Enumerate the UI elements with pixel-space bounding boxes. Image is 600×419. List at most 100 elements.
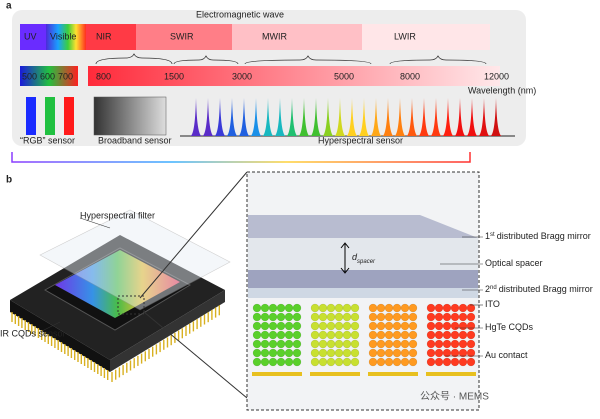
leader bbox=[39, 321, 61, 333]
spectral-peak bbox=[442, 98, 454, 136]
quantum-dot bbox=[310, 339, 320, 349]
panel-label: b bbox=[6, 175, 12, 186]
spectral-peak bbox=[202, 98, 214, 136]
ito-layer bbox=[248, 288, 478, 298]
quantum-dot bbox=[384, 339, 394, 349]
quantum-dot bbox=[408, 321, 418, 331]
quantum-dot bbox=[392, 348, 402, 358]
spectral-peak bbox=[430, 98, 442, 136]
au-contact bbox=[310, 372, 360, 376]
quantum-dot bbox=[326, 348, 336, 358]
wavelength-tick: 600 bbox=[40, 71, 55, 81]
quantum-dot bbox=[442, 303, 452, 313]
quantum-dot bbox=[284, 348, 294, 358]
quantum-dot bbox=[268, 312, 278, 322]
layer-label: 1st distributed Bragg mirror bbox=[485, 231, 591, 241]
layer-label: 2nd distributed Bragg mirror bbox=[485, 284, 593, 294]
quantum-dot bbox=[450, 303, 460, 313]
quantum-dot bbox=[434, 330, 444, 340]
spectral-peak bbox=[298, 98, 310, 136]
band-nir bbox=[86, 24, 136, 50]
quantum-dot bbox=[400, 339, 410, 349]
quantum-dot bbox=[284, 339, 294, 349]
quantum-dot bbox=[268, 339, 278, 349]
quantum-dot bbox=[334, 330, 344, 340]
band-label: SWIR bbox=[170, 31, 194, 41]
quantum-dot bbox=[434, 312, 444, 322]
quantum-dot bbox=[292, 321, 302, 331]
quantum-dot bbox=[318, 303, 328, 313]
quantum-dot bbox=[408, 348, 418, 358]
spectral-peak bbox=[226, 98, 238, 136]
quantum-dot bbox=[408, 312, 418, 322]
spectral-peak bbox=[370, 98, 382, 136]
quantum-dot bbox=[384, 348, 394, 358]
layer-label: Optical spacer bbox=[485, 258, 543, 268]
ordinal-number: 2 bbox=[485, 284, 490, 294]
au-contact bbox=[368, 372, 418, 376]
quantum-dot bbox=[310, 330, 320, 340]
quantum-dot bbox=[268, 348, 278, 358]
band-uv bbox=[20, 24, 46, 50]
quantum-dot bbox=[252, 357, 262, 367]
quantum-dot bbox=[342, 330, 352, 340]
quantum-dot bbox=[368, 303, 378, 313]
broadband-block bbox=[93, 96, 167, 136]
spectral-peak bbox=[466, 98, 478, 136]
band-label: NIR bbox=[96, 31, 112, 41]
quantum-dot bbox=[284, 321, 294, 331]
quantum-dot bbox=[434, 348, 444, 358]
quantum-dot bbox=[318, 330, 328, 340]
ordinal-suffix: nd bbox=[490, 285, 497, 291]
quantum-dot bbox=[368, 348, 378, 358]
band-label: Visible bbox=[50, 31, 76, 41]
quantum-dot bbox=[450, 312, 460, 322]
quantum-dot bbox=[384, 357, 394, 367]
quantum-dot bbox=[252, 348, 262, 358]
quantum-dot bbox=[292, 357, 302, 367]
quantum-dot bbox=[368, 339, 378, 349]
quantum-dot bbox=[284, 330, 294, 340]
quantum-dot bbox=[292, 330, 302, 340]
quantum-dot bbox=[252, 321, 262, 331]
quantum-dot bbox=[466, 330, 476, 340]
quantum-dot bbox=[408, 303, 418, 313]
layer-text: Optical spacer bbox=[485, 258, 543, 268]
spectral-peak bbox=[490, 98, 502, 136]
quantum-dot bbox=[426, 303, 436, 313]
quantum-dot bbox=[284, 357, 294, 367]
rgb-green bbox=[45, 97, 55, 135]
quantum-dot bbox=[376, 303, 386, 313]
quantum-dot bbox=[466, 348, 476, 358]
band-swir bbox=[136, 24, 232, 50]
band-label: LWIR bbox=[394, 31, 416, 41]
quantum-dot bbox=[252, 330, 262, 340]
wavelength-tick: 5000 bbox=[334, 71, 354, 81]
quantum-dot bbox=[276, 339, 286, 349]
spectral-peak bbox=[358, 98, 370, 136]
title: Electromagnetic wave bbox=[196, 9, 284, 19]
quantum-dot bbox=[458, 312, 468, 322]
spectral-peak bbox=[346, 98, 358, 136]
quantum-dot bbox=[392, 312, 402, 322]
quantum-dot bbox=[442, 321, 452, 331]
layer-text: Au contact bbox=[485, 350, 528, 360]
quantum-dot bbox=[408, 357, 418, 367]
quantum-dot bbox=[426, 330, 436, 340]
quantum-dot bbox=[292, 348, 302, 358]
quantum-dot bbox=[326, 357, 336, 367]
quantum-dot bbox=[434, 321, 444, 331]
layer-label: Au contact bbox=[485, 350, 528, 360]
quantum-dot bbox=[400, 330, 410, 340]
quantum-dot bbox=[342, 303, 352, 313]
quantum-dot bbox=[426, 321, 436, 331]
quantum-dot bbox=[326, 339, 336, 349]
spectral-peak bbox=[418, 98, 430, 136]
quantum-dot bbox=[276, 357, 286, 367]
quantum-dot bbox=[392, 321, 402, 331]
quantum-dot bbox=[342, 357, 352, 367]
quantum-dot bbox=[384, 330, 394, 340]
quantum-dot bbox=[376, 321, 386, 331]
quantum-dot bbox=[318, 312, 328, 322]
quantum-dot bbox=[376, 312, 386, 322]
